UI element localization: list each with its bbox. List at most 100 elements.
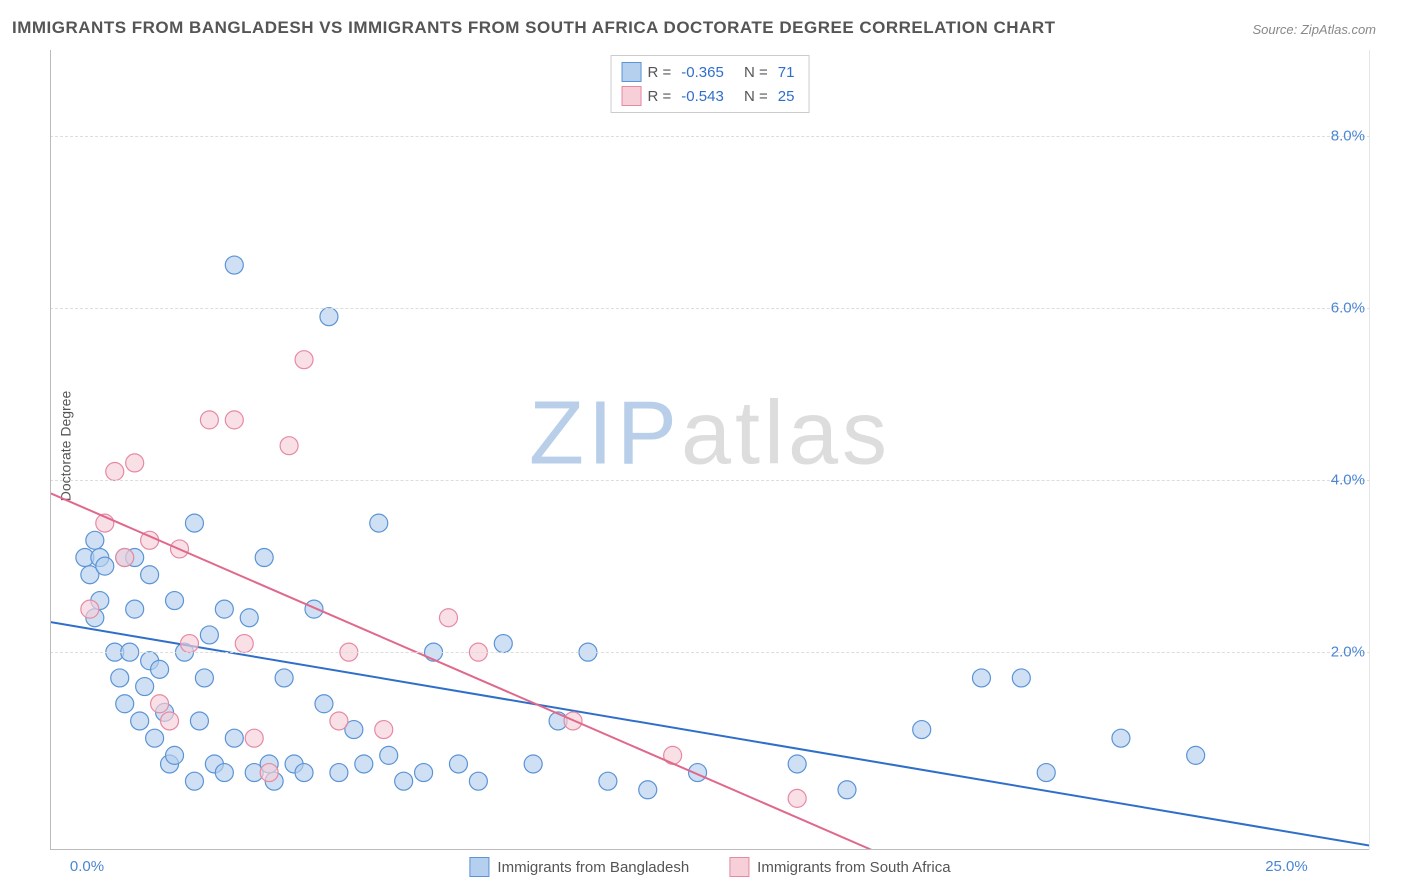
data-point-bangladesh <box>380 746 398 764</box>
data-point-bangladesh <box>131 712 149 730</box>
y-tick-label: 6.0% <box>1331 300 1365 317</box>
data-point-bangladesh <box>215 600 233 618</box>
data-point-bangladesh <box>315 695 333 713</box>
data-point-bangladesh <box>255 549 273 567</box>
data-point-bangladesh <box>96 557 114 575</box>
data-point-south_africa <box>151 695 169 713</box>
data-point-south_africa <box>330 712 348 730</box>
swatch-southafrica <box>729 857 749 877</box>
gridline <box>50 652 1370 653</box>
data-point-bangladesh <box>395 772 413 790</box>
y-tick-label: 2.0% <box>1331 644 1365 661</box>
data-point-bangladesh <box>838 781 856 799</box>
n-label: N = <box>744 64 768 81</box>
data-point-bangladesh <box>166 746 184 764</box>
chart-plot-area: ZIPatlas R = -0.365 N = 71 R = -0.543 N … <box>50 50 1370 850</box>
data-point-bangladesh <box>1012 669 1030 687</box>
data-point-south_africa <box>225 411 243 429</box>
data-point-bangladesh <box>225 729 243 747</box>
source-label: Source: ZipAtlas.com <box>1252 22 1376 37</box>
gridline <box>50 136 1370 137</box>
data-point-bangladesh <box>494 635 512 653</box>
data-point-bangladesh <box>225 256 243 274</box>
legend-stats-box: R = -0.365 N = 71 R = -0.543 N = 25 <box>611 55 810 113</box>
n-value-southafrica: 25 <box>774 88 799 105</box>
legend-label-southafrica: Immigrants from South Africa <box>757 859 950 876</box>
data-point-bangladesh <box>370 514 388 532</box>
data-point-bangladesh <box>190 712 208 730</box>
data-point-bangladesh <box>415 764 433 782</box>
trend-line-south_africa <box>50 493 872 850</box>
data-point-bangladesh <box>355 755 373 773</box>
gridline <box>50 480 1370 481</box>
n-label: N = <box>744 88 768 105</box>
data-point-bangladesh <box>469 772 487 790</box>
r-label: R = <box>648 88 672 105</box>
data-point-south_africa <box>161 712 179 730</box>
data-point-bangladesh <box>275 669 293 687</box>
legend-stats-row-bangladesh: R = -0.365 N = 71 <box>622 60 799 84</box>
swatch-southafrica <box>622 86 642 106</box>
data-point-bangladesh <box>240 609 258 627</box>
x-axis-line <box>50 849 1370 850</box>
chart-title: IMMIGRANTS FROM BANGLADESH VS IMMIGRANTS… <box>12 18 1056 38</box>
data-point-bangladesh <box>126 600 144 618</box>
data-point-bangladesh <box>320 308 338 326</box>
data-point-south_africa <box>106 463 124 481</box>
data-point-bangladesh <box>141 566 159 584</box>
gridline <box>50 308 1370 309</box>
scatter-svg <box>50 50 1370 850</box>
data-point-bangladesh <box>330 764 348 782</box>
data-point-bangladesh <box>215 764 233 782</box>
data-point-bangladesh <box>146 729 164 747</box>
x-tick-label: 25.0% <box>1265 858 1308 875</box>
data-point-bangladesh <box>200 626 218 644</box>
swatch-bangladesh <box>469 857 489 877</box>
legend-label-bangladesh: Immigrants from Bangladesh <box>497 859 689 876</box>
data-point-south_africa <box>260 764 278 782</box>
data-point-south_africa <box>200 411 218 429</box>
data-point-bangladesh <box>166 592 184 610</box>
data-point-south_africa <box>235 635 253 653</box>
r-label: R = <box>648 64 672 81</box>
data-point-bangladesh <box>788 755 806 773</box>
data-point-bangladesh <box>86 531 104 549</box>
swatch-bangladesh <box>622 62 642 82</box>
data-point-bangladesh <box>185 514 203 532</box>
data-point-bangladesh <box>111 669 129 687</box>
r-value-southafrica: -0.543 <box>677 88 728 105</box>
data-point-bangladesh <box>195 669 213 687</box>
r-value-bangladesh: -0.365 <box>677 64 728 81</box>
n-value-bangladesh: 71 <box>774 64 799 81</box>
data-point-bangladesh <box>136 678 154 696</box>
data-point-south_africa <box>116 549 134 567</box>
data-point-south_africa <box>126 454 144 472</box>
data-point-south_africa <box>295 351 313 369</box>
data-point-south_africa <box>81 600 99 618</box>
data-point-bangladesh <box>449 755 467 773</box>
data-point-bangladesh <box>305 600 323 618</box>
data-point-bangladesh <box>524 755 542 773</box>
data-point-south_africa <box>439 609 457 627</box>
data-point-bangladesh <box>116 695 134 713</box>
data-point-south_africa <box>180 635 198 653</box>
data-point-south_africa <box>788 789 806 807</box>
data-point-bangladesh <box>151 660 169 678</box>
legend-item-southafrica: Immigrants from South Africa <box>729 857 950 877</box>
y-tick-label: 8.0% <box>1331 128 1365 145</box>
legend-stats-row-southafrica: R = -0.543 N = 25 <box>622 84 799 108</box>
x-tick-label: 0.0% <box>70 858 104 875</box>
data-point-bangladesh <box>1037 764 1055 782</box>
legend-series-box: Immigrants from Bangladesh Immigrants fr… <box>469 857 950 877</box>
data-point-south_africa <box>375 721 393 739</box>
data-point-bangladesh <box>599 772 617 790</box>
data-point-bangladesh <box>913 721 931 739</box>
legend-item-bangladesh: Immigrants from Bangladesh <box>469 857 689 877</box>
data-point-bangladesh <box>185 772 203 790</box>
data-point-south_africa <box>245 729 263 747</box>
y-tick-label: 4.0% <box>1331 472 1365 489</box>
data-point-south_africa <box>280 437 298 455</box>
data-point-bangladesh <box>1187 746 1205 764</box>
right-axis-line <box>1369 50 1370 850</box>
y-axis-line <box>50 50 51 850</box>
